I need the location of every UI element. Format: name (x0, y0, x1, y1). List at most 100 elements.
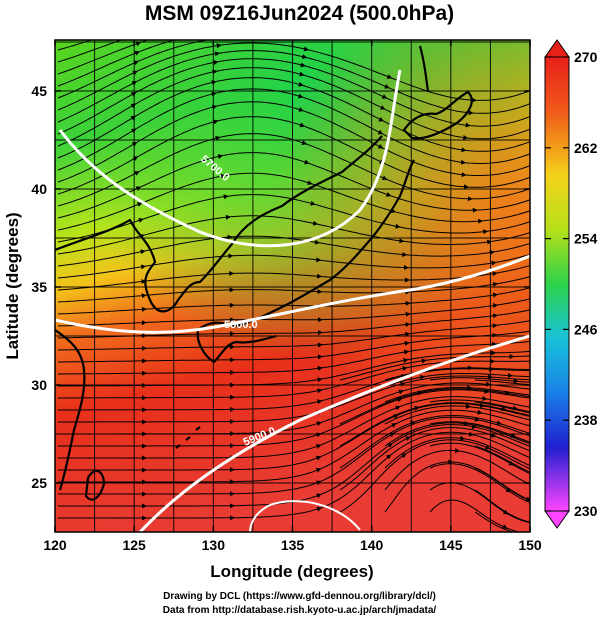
x-tick-label: 145 (439, 537, 463, 553)
x-tick-label: 130 (202, 537, 226, 553)
streamline-arrow (135, 186, 142, 192)
streamline-arrow (502, 524, 508, 529)
streamline-arrow (384, 83, 390, 89)
y-tick-label: 35 (31, 279, 47, 295)
streamline-arrow (130, 128, 137, 134)
streamline-arrow (314, 239, 320, 245)
streamline-arrow (462, 135, 469, 140)
streamline (58, 368, 530, 411)
streamline-arrow (218, 40, 224, 41)
colorbar-top-arrow (544, 39, 570, 58)
streamline (57, 287, 530, 315)
streamline-arrow (502, 509, 509, 515)
streamline (474, 445, 530, 473)
streamline (474, 489, 530, 523)
streamline-arrow (132, 70, 138, 76)
streamline-arrow (461, 147, 467, 153)
contour-5700 (58, 69, 402, 248)
streamline-arrow (492, 281, 499, 287)
streamline (339, 388, 530, 425)
streamline-arrow (389, 432, 395, 438)
streamline-arrow (216, 43, 222, 49)
streamline-arrow (317, 388, 323, 394)
x-tick-label: 125 (122, 537, 146, 553)
streamline (58, 396, 530, 459)
streamline-arrow (138, 218, 144, 223)
contour-5800 (55, 254, 530, 334)
x-tick-label: 135 (281, 537, 305, 553)
streamline-arrow (460, 435, 466, 441)
streamline (57, 40, 93, 51)
streamline-arrow (390, 208, 397, 214)
streamline-arrow (303, 46, 309, 52)
streamline-arrow (381, 94, 388, 99)
streamline-arrow (140, 264, 147, 270)
streamline (57, 276, 530, 303)
streamline-arrow (403, 358, 409, 363)
streamline-arrow (492, 313, 499, 319)
streamline-arrow (135, 41, 142, 47)
streamline-arrow (492, 303, 499, 309)
streamline-arrow (136, 202, 143, 207)
colorbar: 230 238 246 254 262 270 (544, 39, 598, 529)
streamline-arrow (482, 396, 488, 401)
height-contours (55, 69, 530, 532)
contour-5900 (138, 334, 530, 532)
plot-area: 5800.0 5900.0 5700.0 (55, 40, 530, 532)
streamline (384, 422, 530, 447)
streamline-arrow (491, 260, 497, 266)
streamline-arrow (316, 493, 322, 499)
streamline-arrow (468, 431, 474, 437)
streamline-arrow (223, 194, 229, 200)
streamline-arrow (310, 200, 316, 206)
streamline-arrow (396, 397, 403, 403)
streamline-arrow (393, 414, 399, 419)
streamline-arrow (414, 405, 420, 411)
streamline-arrow (315, 467, 322, 473)
streamline-arrow (391, 423, 397, 428)
streamline-arrow (300, 62, 306, 68)
colorbar-tick-label: 230 (574, 503, 598, 519)
streamline (339, 355, 530, 381)
streamline-arrow (463, 421, 469, 426)
streamline (429, 499, 522, 532)
streamline-arrow (484, 444, 491, 450)
streamline (58, 330, 530, 363)
streamline (474, 511, 515, 532)
streamline-arrow (317, 365, 323, 371)
streamline-arrow (501, 406, 507, 412)
streamline-arrow (419, 374, 426, 380)
streamline-arrow (496, 420, 502, 426)
colorbar-tick-label: 246 (574, 321, 598, 337)
streamline-arrow (402, 366, 408, 371)
streamline-arrow (134, 50, 141, 56)
streamline (58, 409, 530, 483)
streamline-arrow (492, 271, 498, 277)
streamline-arrow (299, 122, 306, 128)
streamline-arrow (465, 122, 471, 128)
x-tick-label: 150 (518, 537, 542, 553)
streamline (57, 40, 150, 75)
streamline (57, 40, 210, 99)
streamline-arrow (486, 239, 493, 245)
streamline (58, 340, 530, 375)
streamline-arrow (386, 74, 393, 79)
streamline-arrow (385, 454, 392, 460)
colorbar-tick-label: 254 (574, 231, 598, 247)
streamline-arrow (409, 420, 416, 426)
streamline-arrow (130, 115, 137, 121)
streamline-arrow (381, 175, 388, 181)
streamline-arrow (213, 60, 219, 65)
streamline-arrow (401, 373, 407, 379)
streamline (339, 439, 530, 513)
streamline-arrow (131, 81, 138, 86)
streamline-arrow (312, 220, 319, 226)
contour-label-5800: 5800.0 (224, 319, 258, 331)
streamline-arrow (387, 442, 393, 448)
streamline (57, 194, 530, 243)
streamline-arrow (421, 358, 427, 364)
streamline (58, 382, 530, 435)
streamline (58, 375, 530, 423)
streamline-arrow (492, 292, 499, 298)
